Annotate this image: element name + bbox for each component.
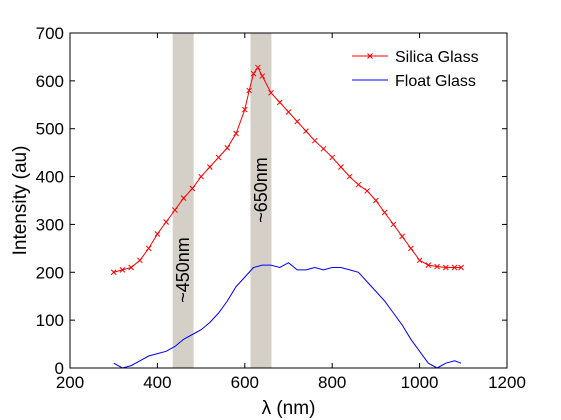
data-point: [259, 73, 266, 79]
data-point: [145, 245, 152, 252]
y-tick-label: 600: [36, 72, 64, 91]
x-tick-label: 600: [231, 373, 259, 392]
data-point: [320, 145, 327, 152]
data-point: [329, 154, 336, 161]
data-point: [128, 264, 135, 271]
y-tick-label: 700: [36, 24, 64, 43]
band-0: [172, 33, 194, 368]
data-point: [250, 70, 257, 77]
data-point: [268, 89, 274, 96]
band-label-0: ~450nm: [173, 237, 193, 303]
data-point: [154, 231, 161, 237]
band-1: [250, 33, 272, 368]
y-tick-label: 300: [36, 215, 64, 234]
y-tick-label: 500: [36, 120, 64, 139]
y-axis-label: Intensity (au): [10, 146, 31, 256]
data-point: [390, 221, 397, 228]
y-axis: 0 100 200 300 400 500 600 700: [36, 24, 507, 378]
legend-entry-0: Silica Glass: [395, 49, 479, 66]
legend: Silica Glass Float Glass: [352, 49, 479, 90]
series-line-1: [113, 262, 462, 369]
data-point: [346, 173, 353, 180]
data-point: [215, 154, 222, 161]
data-point: [276, 99, 283, 106]
data-point: [364, 188, 371, 194]
x-tick-label: 800: [318, 373, 346, 392]
data-point: [137, 257, 143, 264]
data-point: [373, 197, 379, 204]
data-point: [425, 262, 432, 268]
data-point: [338, 164, 344, 170]
data-point: [451, 264, 458, 271]
data-point: [294, 118, 301, 125]
x-tick-label: 1200: [488, 373, 526, 392]
x-tick-label: 200: [56, 373, 84, 392]
data-point: [408, 245, 414, 252]
data-point: [189, 185, 196, 192]
data-point: [285, 109, 292, 115]
x-tick-label: 1000: [401, 373, 439, 392]
series-markers-0: [110, 64, 464, 276]
y-tick-label: 0: [55, 359, 64, 378]
x-tick-label: 400: [143, 373, 171, 392]
legend-marker-0: [367, 53, 373, 59]
data-point: [381, 209, 388, 216]
legend-entry-1: Float Glass: [395, 73, 476, 90]
band-labels: ~450nm ~650nm: [173, 157, 271, 303]
data-point: [180, 195, 187, 201]
x-axis-label: λ (nm): [262, 398, 316, 419]
data-point: [416, 257, 423, 264]
data-point: [119, 267, 126, 273]
band-label-1: ~650nm: [251, 157, 271, 223]
y-tick-label: 200: [36, 263, 64, 282]
wavelength-bands: [172, 33, 272, 368]
data-point: [163, 219, 169, 225]
data-point: [434, 263, 440, 270]
data-point: [198, 173, 204, 180]
data-point: [224, 145, 231, 151]
data-point: [442, 264, 449, 271]
x-axis: 200 400 600 800 1000 1200: [56, 33, 526, 392]
y-tick-label: 100: [36, 311, 64, 330]
data-point: [255, 64, 261, 71]
plot-area-frame: [69, 32, 508, 369]
data-point: [303, 128, 309, 134]
y-tick-label: 400: [36, 168, 64, 187]
data-point: [241, 106, 248, 113]
data-point: [246, 87, 253, 94]
series-layer: [110, 64, 464, 369]
data-point: [355, 181, 362, 188]
series-line-0: [113, 66, 462, 273]
data-point: [399, 233, 405, 240]
data-point: [233, 130, 239, 137]
data-point: [110, 269, 117, 276]
data-point: [311, 137, 318, 144]
data-point: [458, 264, 464, 271]
data-point: [172, 207, 178, 213]
data-point: [206, 164, 213, 170]
